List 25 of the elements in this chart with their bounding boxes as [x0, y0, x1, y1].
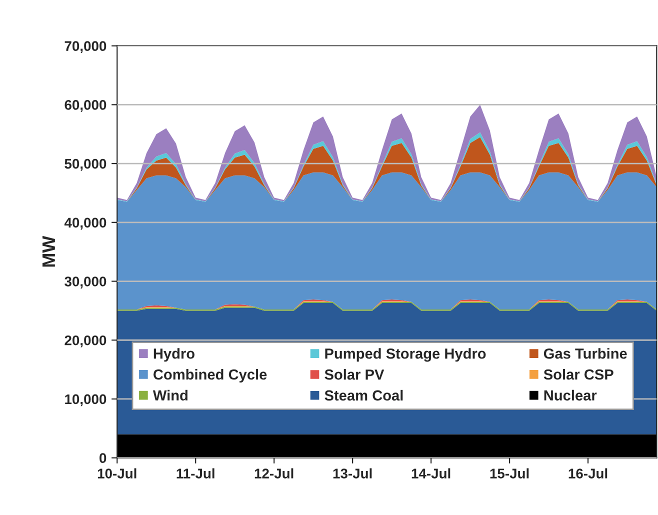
- x-tick-label: 16-Jul: [568, 468, 608, 478]
- y-tick-label: 30,000: [64, 276, 106, 288]
- x-tick-label: 13-Jul: [333, 468, 372, 478]
- legend-label: Pumped Storage Hydro: [325, 348, 486, 362]
- series-label: Combined Cycle: [154, 368, 267, 383]
- y-axis-title: MW: [42, 236, 55, 267]
- x-tick-label: 15-Jul: [490, 468, 529, 478]
- series-label: Gas Turbine: [544, 348, 627, 359]
- y-tick-label: 70,000: [64, 41, 106, 54]
- y-tick-label: 0: [100, 453, 106, 464]
- x-tick-label: 12-Jul: [254, 468, 294, 478]
- y-tick-label: 10,000: [65, 394, 106, 406]
- series-label: Wind: [152, 390, 188, 401]
- legend-label: Nuclear: [544, 390, 597, 401]
- series-label: Solar CSP: [544, 368, 614, 380]
- x-tick-label: 14-Jul: [412, 468, 450, 478]
- legend-label: Solar PV: [324, 369, 384, 380]
- series-label: Hydro: [154, 348, 194, 362]
- x-tick-label: 11-Jul: [176, 468, 214, 478]
- y-tick-label: 20,000: [64, 335, 106, 348]
- x-tick-label: 10-Jul: [98, 468, 136, 478]
- y-tick-label: 60,000: [64, 100, 106, 112]
- legend-label: Steam Coal: [324, 390, 403, 401]
- y-tick-label: 50,000: [64, 158, 106, 171]
- y-tick-label: 40,000: [64, 218, 106, 230]
